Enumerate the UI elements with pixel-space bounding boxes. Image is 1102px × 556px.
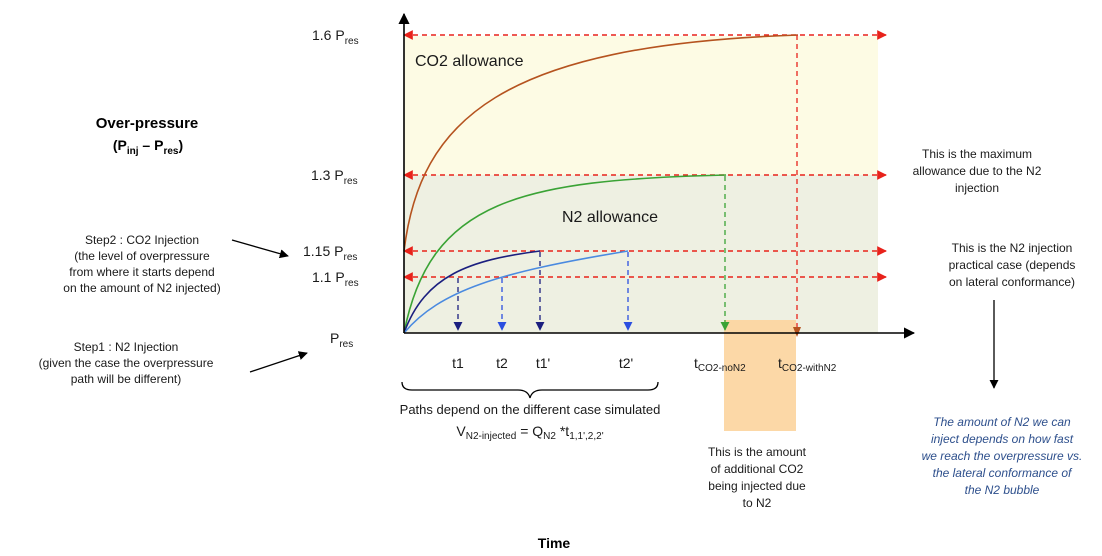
max-allowance-note: This is the maximum allowance due to the…	[913, 147, 1042, 195]
tick-t-co2-noN2: tCO2-noN2	[694, 355, 746, 374]
step1-annotation: Step1 : N2 Injection (given the case the…	[39, 340, 214, 386]
dark-blue-curve	[403, 250, 541, 334]
paths-brace	[401, 381, 659, 399]
additional-co2-box	[724, 320, 796, 431]
additional-co2-line-4: to N2	[743, 496, 772, 510]
x-axis-title: Time	[538, 535, 571, 551]
practical-case-line-3: on lateral conformance)	[949, 275, 1075, 289]
level-label-1-15: 1.15 Pres	[303, 243, 357, 263]
conclusion-line-5: the N2 bubble	[965, 483, 1040, 497]
step2-annotation: Step2 : CO2 Injection (the level of over…	[63, 233, 220, 295]
step1-line-1: Step1 : N2 Injection	[74, 340, 179, 354]
drop-arrow-t-withN2	[793, 327, 801, 337]
n2-allowance-region	[404, 175, 878, 333]
additional-co2-line-3: being injected due	[708, 479, 806, 493]
additional-co2-line-1: This is the amount	[708, 445, 807, 459]
practical-case-note: This is the N2 injection practical case …	[949, 241, 1076, 289]
max-allowance-line-3: injection	[955, 181, 999, 195]
step2-line-3: from where it starts depend	[69, 265, 214, 279]
practical-case-line-2: practical case (depends	[949, 258, 1076, 272]
conclusion-note: The amount of N2 we can inject depends o…	[922, 415, 1083, 497]
level-label-pres: Pres	[330, 330, 353, 350]
step1-arrow	[249, 351, 308, 373]
n2-allowance-label: N2 allowance	[562, 209, 658, 226]
max-allowance-line-1: This is the maximum	[922, 147, 1032, 161]
step1-line-2: (given the case the overpressure	[39, 356, 214, 370]
co2-curve	[403, 34, 799, 252]
volume-formula: VN2-injected = QN2 *t1,1',2,2'	[456, 423, 603, 442]
level-label-1-6: 1.6 Pres	[312, 27, 359, 47]
level-label-1-1: 1.1 Pres	[312, 269, 359, 289]
tick-t2prime: t2'	[619, 355, 633, 371]
conclusion-line-1: The amount of N2 we can	[933, 415, 1071, 429]
step2-arrow	[231, 239, 289, 259]
conclusion-line-3: we reach the overpressure vs.	[922, 449, 1083, 463]
step2-line-1: Step2 : CO2 Injection	[85, 233, 199, 247]
conclusion-line-2: inject depends on how fast	[931, 432, 1074, 446]
tick-t-co2-withN2: tCO2-withN2	[778, 355, 837, 374]
tick-t2: t2	[496, 355, 508, 371]
step1-line-3: path will be different)	[71, 372, 182, 386]
co2-allowance-label: CO2 allowance	[415, 53, 524, 70]
y-axis-title: Over-pressure	[96, 115, 199, 132]
additional-co2-note: This is the amount of additional CO2 bei…	[708, 445, 807, 510]
tick-t1prime: t1'	[536, 355, 550, 371]
light-blue-curve	[403, 250, 629, 334]
level-label-1-3: 1.3 Pres	[311, 167, 358, 187]
additional-co2-line-2: of additional CO2	[711, 462, 804, 476]
conclusion-line-4: the lateral conformance of	[933, 466, 1073, 480]
y-axis-subtitle: (Pinj – Pres)	[113, 137, 183, 157]
max-allowance-line-2: allowance due to the N2	[913, 164, 1042, 178]
practical-case-line-1: This is the N2 injection	[952, 241, 1073, 255]
paths-caption: Paths depend on the different case simul…	[400, 402, 661, 417]
step2-line-4: on the amount of N2 injected)	[63, 281, 220, 295]
step2-line-2: (the level of overpressure	[74, 249, 210, 263]
n2-curve	[403, 174, 727, 334]
tick-t1: t1	[452, 355, 464, 371]
